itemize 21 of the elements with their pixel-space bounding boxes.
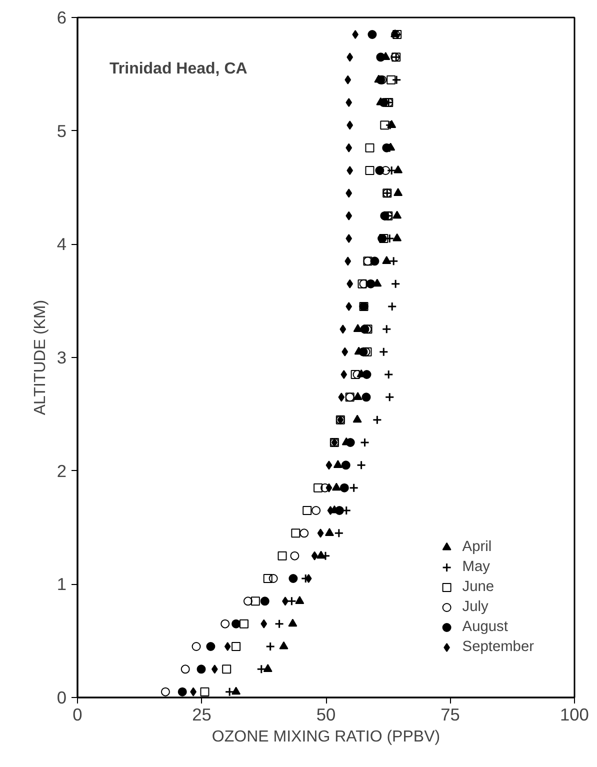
x-tick-label: 0 [72,704,82,724]
y-tick-label: 0 [56,688,67,708]
x-tick-label: 75 [440,704,460,724]
x-axis-title: OZONE MIXING RATIO (PPBV) [212,728,440,746]
legend-label: August [462,619,508,635]
y-tick-label: 6 [56,8,67,28]
legend-label: July [462,599,488,615]
annotation: Trinidad Head, CA [110,60,248,78]
y-tick-label: 5 [56,120,67,141]
legend-label: September [462,639,534,655]
legend-label: June [462,579,494,595]
y-tick-label: 4 [56,234,67,254]
y-axis-title: ALTITUDE (KM) [32,300,49,416]
y-tick-label: 1 [56,574,67,594]
legend-label: May [462,559,490,575]
legend-label: April [462,539,492,555]
y-tick-label: 2 [56,460,67,481]
y-tick-label: 3 [56,348,67,368]
x-tick-label: 100 [560,704,589,724]
x-tick-label: 50 [316,704,336,724]
x-tick-label: 25 [192,704,212,724]
